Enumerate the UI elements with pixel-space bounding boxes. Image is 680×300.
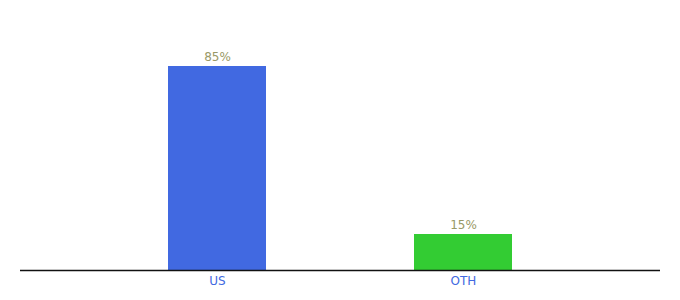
svg-text:85%: 85%	[204, 50, 231, 64]
svg-text:US: US	[209, 274, 225, 288]
svg-text:15%: 15%	[450, 218, 477, 232]
svg-text:OTH: OTH	[451, 274, 477, 288]
